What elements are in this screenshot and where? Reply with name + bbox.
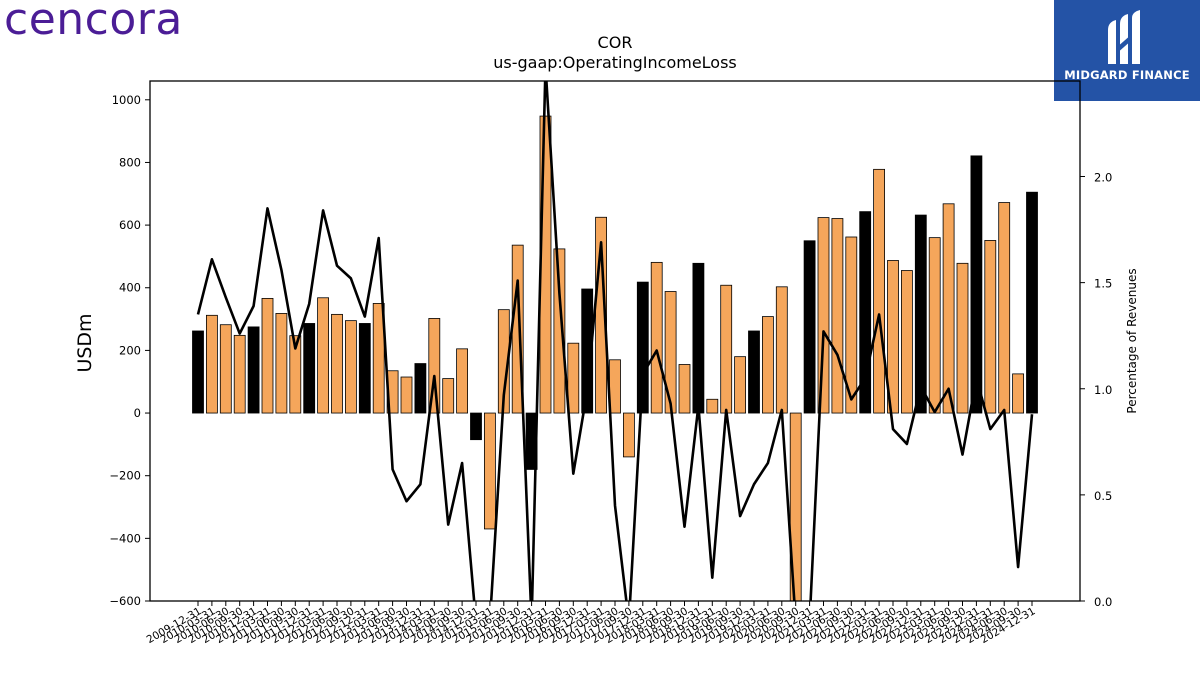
bar-2013-09-30	[400, 376, 413, 414]
bar-2012-12-31	[358, 323, 371, 414]
y2-tick-label: 0.5	[1094, 489, 1112, 503]
y-tick-label: 0	[134, 406, 141, 420]
bar-2013-03-31	[372, 303, 385, 414]
bar-2009-12-31	[192, 330, 204, 414]
bar-2019-12-31	[748, 330, 760, 414]
bar-2017-03-31	[595, 216, 607, 414]
bar-2013-12-31	[414, 363, 427, 414]
bar-2024-09-30	[1012, 373, 1024, 414]
bar-2024-12-31	[1026, 191, 1038, 414]
bar-2010-03-31	[205, 314, 218, 414]
bar-2023-06-30	[942, 203, 955, 414]
bar-2021-06-30	[831, 218, 844, 414]
y-tick-label: −600	[109, 594, 141, 608]
y-axis: −600 −400 −200 0 200 400 600 800 1000	[109, 93, 150, 608]
bar-2020-09-30	[789, 412, 802, 601]
bar-2021-03-31	[817, 217, 830, 414]
bar-2016-09-30	[567, 342, 580, 414]
midgard-finance-logo: MIDGARD FINANCE	[1054, 0, 1200, 101]
y2-axis-label: Percentage of Revenues	[1125, 268, 1139, 413]
bar-2022-09-30	[901, 270, 913, 414]
y-tick-label: 200	[119, 343, 141, 357]
y2-tick-label: 1.5	[1094, 277, 1112, 291]
bar-2024-03-31	[984, 240, 997, 414]
bar-2022-06-30	[887, 260, 899, 414]
bar-2023-09-30	[956, 262, 969, 414]
bar-2022-12-31	[914, 214, 927, 414]
bar-2023-03-31	[928, 237, 941, 414]
bar-2011-06-30	[275, 313, 288, 414]
ratio-line-series	[196, 81, 1034, 601]
y-tick-label: 800	[119, 155, 141, 169]
bar-series	[192, 115, 1038, 601]
bar-2014-03-31	[428, 318, 441, 414]
x-axis: 2009-12-312010-03-312010-06-302010-09-30…	[145, 601, 1038, 646]
bar-2014-06-30	[442, 378, 455, 414]
y-tick-label: −200	[109, 469, 141, 483]
y-tick-label: 600	[119, 218, 141, 232]
bar-2022-03-31	[873, 168, 885, 414]
y-tick-label: 400	[119, 281, 141, 295]
y2-tick-label: 2.0	[1094, 171, 1112, 185]
bar-2014-12-31	[470, 412, 482, 441]
midgard-finance-wordmark: MIDGARD FINANCE	[1064, 68, 1190, 82]
cencora-logo: cencora	[4, 0, 183, 45]
y2-tick-label: 0.0	[1094, 595, 1112, 609]
bar-2018-09-30	[678, 364, 691, 414]
bar-2012-06-30	[331, 313, 343, 414]
bar-2023-12-31	[970, 155, 983, 414]
chart-subtitle: us-gaap:OperatingIncomeLoss	[493, 53, 737, 72]
bar-2011-03-31	[261, 297, 274, 414]
bar-2016-12-31	[581, 288, 594, 414]
bar-2011-12-31	[303, 323, 316, 414]
bar-2024-06-30	[998, 202, 1011, 414]
midgard-emblem-icon	[1108, 10, 1140, 64]
bar-2021-09-30	[845, 236, 858, 414]
bar-2010-09-30	[233, 334, 246, 414]
bar-2017-06-30	[609, 359, 621, 414]
bar-2010-06-30	[219, 324, 232, 414]
bar-2018-03-31	[650, 261, 663, 414]
y-tick-label: −400	[109, 531, 141, 545]
y-axis-label: USDm	[74, 313, 96, 372]
y-tick-label: 1000	[112, 93, 141, 107]
y2-axis: 0.0 0.5 1.0 1.5 2.0	[1080, 171, 1112, 609]
bar-2017-12-31	[636, 281, 649, 414]
ratio-line	[196, 81, 1034, 601]
bar-2011-09-30	[289, 335, 302, 414]
bar-2015-03-31	[483, 412, 496, 530]
bar-2010-12-31	[247, 326, 260, 414]
bar-2012-03-31	[317, 297, 330, 414]
bar-2021-12-31	[859, 211, 872, 414]
bar-2019-03-31	[706, 398, 719, 414]
bar-2019-06-30	[720, 284, 733, 414]
y2-tick-label: 1.0	[1094, 383, 1112, 397]
bar-2019-09-30	[734, 356, 746, 414]
chart-title: COR	[598, 33, 633, 52]
bar-2020-06-30	[775, 286, 788, 414]
bar-2020-12-31	[803, 240, 816, 414]
bar-2012-09-30	[344, 320, 357, 414]
bar-2014-09-30	[456, 348, 469, 414]
bar-2018-12-31	[692, 262, 705, 414]
bar-2018-06-30	[664, 291, 677, 414]
bar-2016-06-30	[553, 248, 566, 414]
bar-2020-03-31	[762, 316, 774, 414]
bar-2017-09-30	[623, 412, 635, 458]
